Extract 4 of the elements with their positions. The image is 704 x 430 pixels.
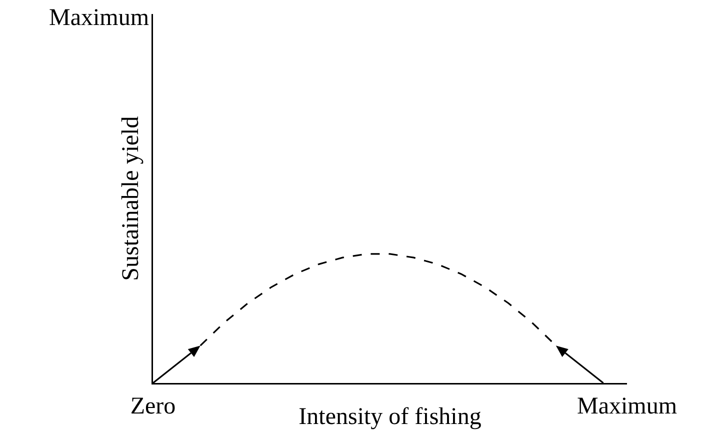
text: Maximum <box>49 5 150 31</box>
y-axis-title: Sustainable yield <box>118 116 144 281</box>
x-tick-label: Zero <box>130 393 176 420</box>
x-axis-title: Intensity of fishing <box>298 404 482 430</box>
